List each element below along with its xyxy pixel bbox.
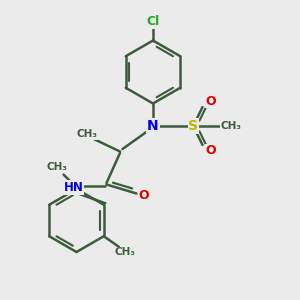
Text: S: S (188, 119, 199, 133)
Text: O: O (139, 189, 149, 203)
Text: CH₃: CH₃ (76, 129, 98, 139)
Text: CH₃: CH₃ (46, 162, 68, 172)
Text: Cl: Cl (146, 15, 160, 28)
Text: N: N (147, 119, 159, 133)
Text: HN: HN (64, 181, 83, 194)
Text: CH₃: CH₃ (115, 247, 136, 257)
Text: O: O (205, 144, 216, 158)
Text: O: O (205, 94, 216, 108)
Text: CH₃: CH₃ (220, 121, 242, 131)
